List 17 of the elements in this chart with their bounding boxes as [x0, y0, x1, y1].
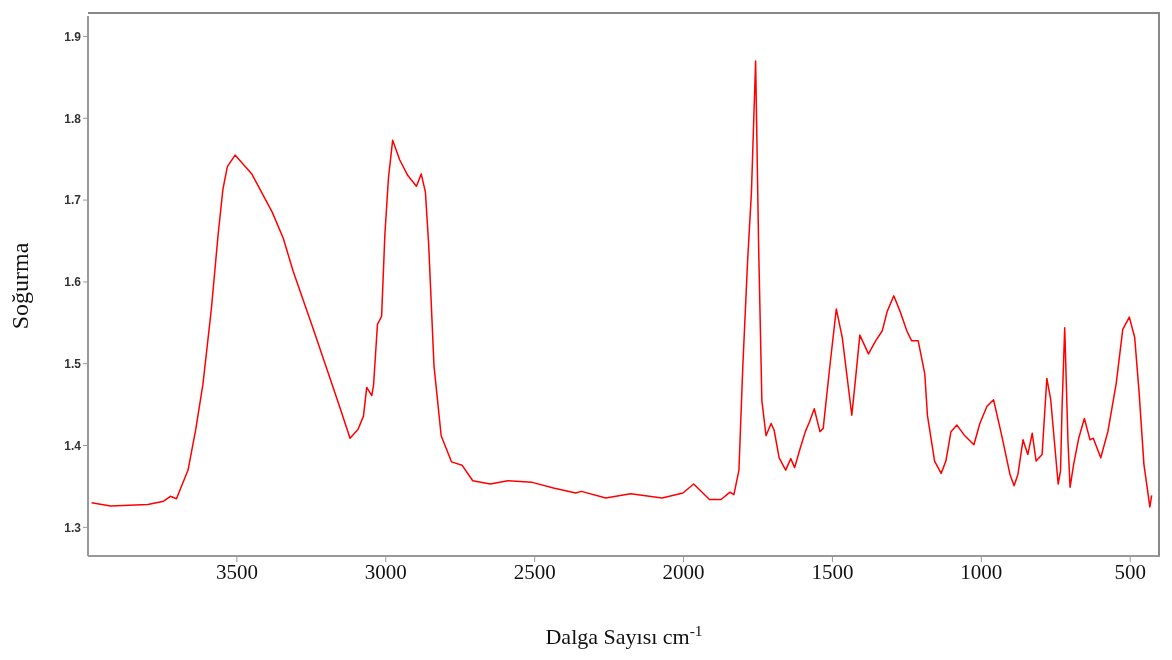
x-tick-label: 3500	[215, 559, 258, 584]
x-tick-label: 500	[1114, 559, 1146, 584]
y-tick-label: 1.6	[64, 275, 82, 290]
x-tick-label: 3000	[364, 559, 407, 584]
y-tick-label: 1.4	[64, 438, 82, 453]
y-tick-label: 1.7	[64, 193, 82, 208]
y-axis-title: Soğurma	[7, 242, 33, 330]
x-tick-label: 2000	[662, 559, 705, 584]
line-series	[90, 60, 1153, 508]
y-tick-label: 1.8	[64, 111, 82, 126]
x-axis-title: Dalga Sayısı cm$^{-1}$	[545, 621, 703, 649]
x-tick-label: 1000	[960, 559, 1003, 584]
y-tick-label: 1.5	[64, 356, 82, 371]
y-tick-label: 1.9	[64, 29, 82, 44]
y-tick-label: 1.3	[64, 520, 82, 535]
x-tick-label: 2500	[513, 559, 556, 584]
x-tick-label: 1500	[811, 559, 854, 584]
